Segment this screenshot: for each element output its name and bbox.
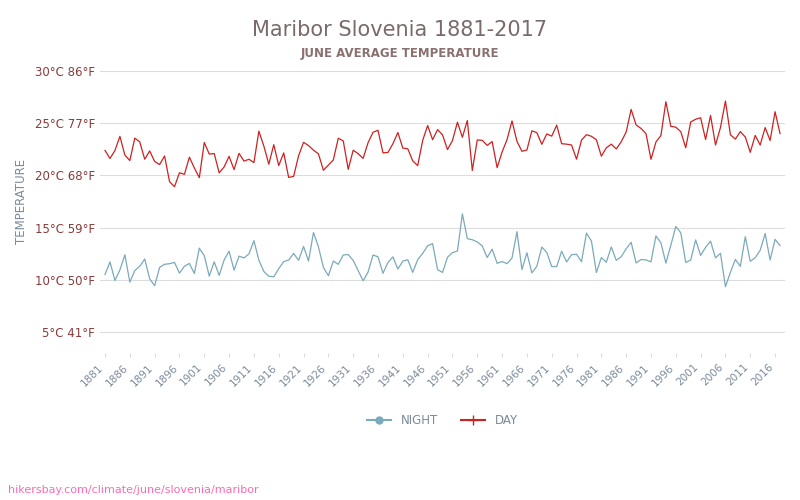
Legend: NIGHT, DAY: NIGHT, DAY	[362, 410, 522, 432]
Text: hikersbay.com/climate/june/slovenia/maribor: hikersbay.com/climate/june/slovenia/mari…	[8, 485, 258, 495]
Text: JUNE AVERAGE TEMPERATURE: JUNE AVERAGE TEMPERATURE	[301, 48, 499, 60]
Y-axis label: TEMPERATURE: TEMPERATURE	[15, 159, 28, 244]
Text: Maribor Slovenia 1881-2017: Maribor Slovenia 1881-2017	[253, 20, 547, 40]
